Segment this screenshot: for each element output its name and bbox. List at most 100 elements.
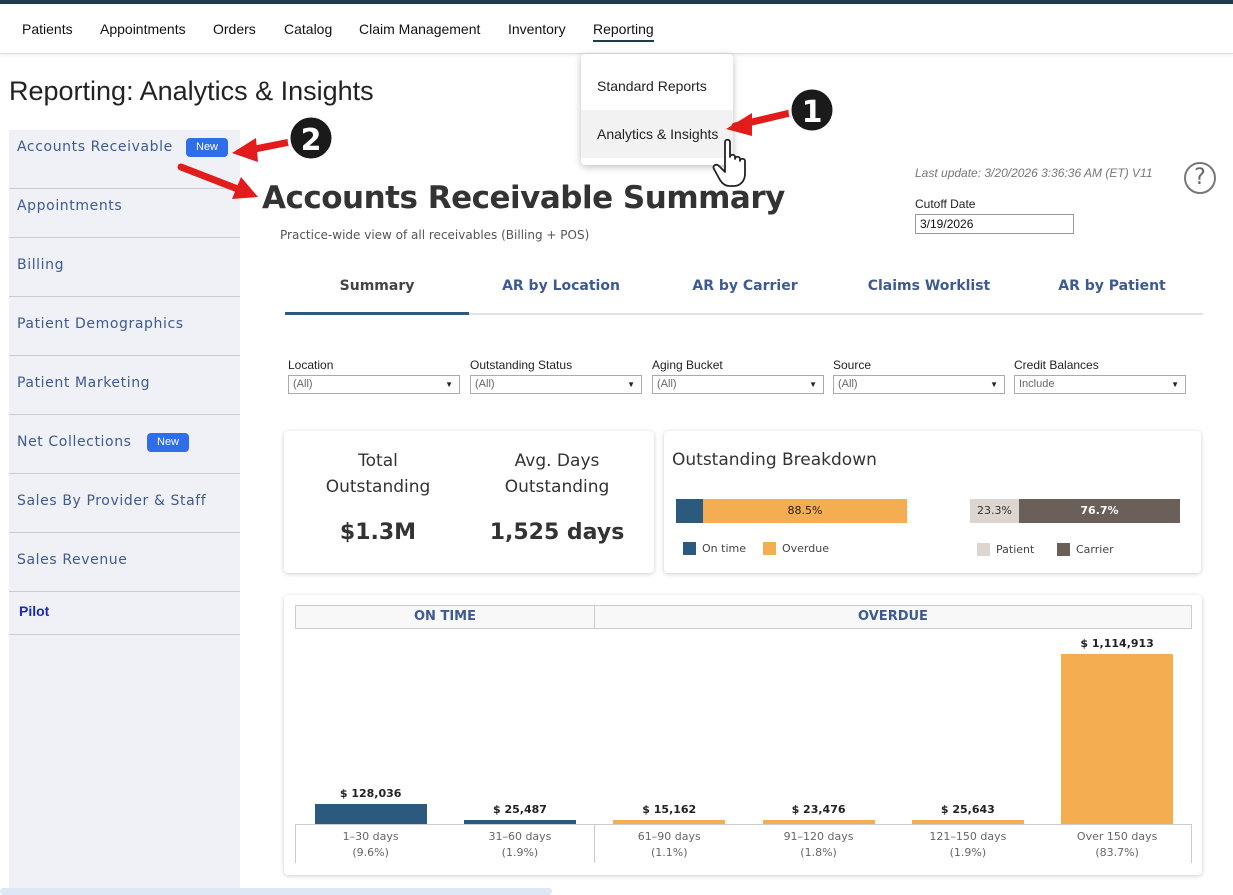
- aging-bar[interactable]: [613, 820, 726, 824]
- tab-divider: [285, 313, 1203, 315]
- tab-summary[interactable]: Summary: [339, 278, 415, 294]
- sidebar-item-label: Sales Revenue: [17, 552, 128, 568]
- step-1-badge: 1: [788, 86, 836, 134]
- filter-status-label: Outstanding Status: [470, 358, 573, 372]
- nav-patients[interactable]: Patients: [22, 21, 73, 37]
- nav-claim-management[interactable]: Claim Management: [359, 21, 481, 37]
- sidebar-item-label: Patient Demographics: [17, 316, 184, 332]
- aging-bar[interactable]: [911, 820, 1024, 824]
- kpi-card: [284, 431, 654, 573]
- sidebar-item-accounts-receivable[interactable]: Accounts Receivable New: [9, 130, 240, 189]
- cutoff-date-label: Cutoff Date: [915, 197, 976, 211]
- dropdown-arrow-icon: ▼: [990, 380, 998, 389]
- legend-overdue-swatch: [763, 542, 776, 555]
- bucket-label: 61–90 days (1.1%): [594, 829, 744, 861]
- sidebar: Accounts Receivable New Appointments Bil…: [9, 130, 240, 895]
- page-title: Reporting: Analytics & Insights: [9, 76, 374, 106]
- bucket-label: 121–150 days (1.9%): [893, 829, 1043, 861]
- reporting-dropdown-menu: Standard Reports Analytics & Insights: [581, 54, 733, 165]
- legend-on-time-label: On time: [702, 542, 746, 555]
- step-2-badge: 2: [287, 114, 335, 162]
- new-badge: New: [186, 138, 229, 157]
- dashboard-title: Accounts Receivable Summary: [262, 180, 785, 216]
- legend-carrier-swatch: [1057, 543, 1070, 556]
- sidebar-item-appointments[interactable]: Appointments: [9, 179, 240, 238]
- filter-aging-select[interactable]: (All) ▼: [652, 375, 824, 394]
- bucket-percent: (9.6%): [352, 846, 389, 859]
- sidebar-item-sales-by-provider[interactable]: Sales By Provider & Staff: [9, 474, 240, 533]
- bar-value-label: $ 25,643: [940, 803, 995, 816]
- bar-value-label: $ 1,114,913: [1080, 637, 1154, 650]
- active-tab-indicator: [285, 312, 469, 315]
- dashboard-subtitle: Practice-wide view of all receivables (B…: [280, 228, 590, 242]
- filter-value: Include: [1019, 378, 1055, 390]
- nav-orders[interactable]: Orders: [213, 21, 256, 37]
- sidebar-item-patient-demographics[interactable]: Patient Demographics: [9, 297, 240, 356]
- overdue-section-header: OVERDUE: [594, 605, 1192, 629]
- filter-value: (All): [293, 378, 313, 390]
- nav-catalog[interactable]: Catalog: [284, 21, 333, 37]
- menu-item-standard-reports[interactable]: Standard Reports: [597, 78, 707, 94]
- chart-axis-line: [295, 824, 1192, 825]
- arrow-icon: [726, 109, 794, 136]
- bucket-percent: (1.9%): [949, 846, 987, 859]
- filter-location-select[interactable]: (All) ▼: [288, 375, 460, 394]
- svg-text:2: 2: [301, 123, 322, 158]
- bucket-name: 121–150 days: [929, 830, 1007, 843]
- svg-text:1: 1: [802, 95, 823, 130]
- aging-chart-card: [284, 595, 1202, 875]
- bucket-label: 1–30 days (9.6%): [296, 829, 446, 861]
- carrier-segment: 76.7%: [1019, 499, 1180, 523]
- filter-source-select[interactable]: (All) ▼: [833, 375, 1005, 394]
- aging-bar[interactable]: [463, 820, 576, 824]
- menu-item-analytics-insights[interactable]: Analytics & Insights: [581, 110, 733, 158]
- cutoff-date-input[interactable]: 3/19/2026: [915, 214, 1074, 234]
- arrow-icon: [232, 138, 294, 162]
- filter-value: (All): [657, 378, 677, 390]
- outstanding-breakdown-title: Outstanding Breakdown: [672, 450, 877, 470]
- nav-inventory[interactable]: Inventory: [508, 21, 566, 37]
- sidebar-item-billing[interactable]: Billing: [9, 238, 240, 297]
- help-icon[interactable]: ?: [1184, 162, 1216, 194]
- sidebar-item-net-collections[interactable]: Net Collections New: [9, 415, 240, 474]
- patient-segment: 23.3%: [970, 499, 1019, 523]
- aging-bar[interactable]: [1061, 654, 1174, 824]
- aging-bar[interactable]: [314, 804, 427, 824]
- total-outstanding-value: $1.3M: [339, 520, 417, 545]
- bucket-label: Over 150 days (83.7%): [1042, 829, 1192, 861]
- filter-value: (All): [475, 378, 495, 390]
- nav-appointments[interactable]: Appointments: [100, 21, 186, 37]
- filter-credit-label: Credit Balances: [1014, 358, 1099, 372]
- sidebar-item-label: Accounts Receivable: [17, 139, 173, 155]
- filter-location-label: Location: [288, 358, 334, 372]
- tab-ar-by-location[interactable]: AR by Location: [502, 278, 620, 294]
- on-time-segment: [676, 499, 703, 523]
- sidebar-item-label: Appointments: [17, 198, 123, 214]
- filter-status-select[interactable]: (All) ▼: [470, 375, 642, 394]
- chart-bucket-divider: [295, 824, 296, 863]
- tab-ar-by-patient[interactable]: AR by Patient: [1058, 278, 1166, 294]
- sidebar-item-label: Net Collections: [17, 434, 132, 450]
- sidebar-item-pilot[interactable]: Pilot: [9, 592, 240, 635]
- new-badge: New: [147, 433, 190, 452]
- bar-value-label: $ 15,162: [642, 803, 697, 816]
- aging-bar[interactable]: [762, 820, 875, 824]
- sidebar-item-sales-revenue[interactable]: Sales Revenue: [9, 533, 240, 592]
- bucket-name: 1–30 days: [342, 830, 399, 843]
- dropdown-arrow-icon: ▼: [627, 380, 635, 389]
- bucket-percent: (1.1%): [650, 846, 688, 859]
- tab-ar-by-carrier[interactable]: AR by Carrier: [692, 278, 798, 294]
- avg-days-label: Avg. Days Outstanding: [504, 451, 610, 497]
- last-update-text: Last update: 3/20/2026 3:36:36 AM (ET) V…: [915, 166, 1153, 180]
- filter-credit-select[interactable]: Include ▼: [1014, 375, 1186, 394]
- tab-claims-worklist[interactable]: Claims Worklist: [867, 278, 991, 294]
- legend-patient-swatch: [977, 543, 990, 556]
- sidebar-item-label: Patient Marketing: [17, 375, 151, 391]
- legend-carrier-label: Carrier: [1076, 543, 1114, 556]
- dropdown-arrow-icon: ▼: [809, 380, 817, 389]
- chart-group-divider: [594, 824, 595, 863]
- bottom-scroll-strip: [0, 888, 552, 895]
- sidebar-item-patient-marketing[interactable]: Patient Marketing: [9, 356, 240, 415]
- bucket-name: 91–120 days: [783, 830, 854, 843]
- nav-reporting[interactable]: Reporting: [593, 21, 654, 42]
